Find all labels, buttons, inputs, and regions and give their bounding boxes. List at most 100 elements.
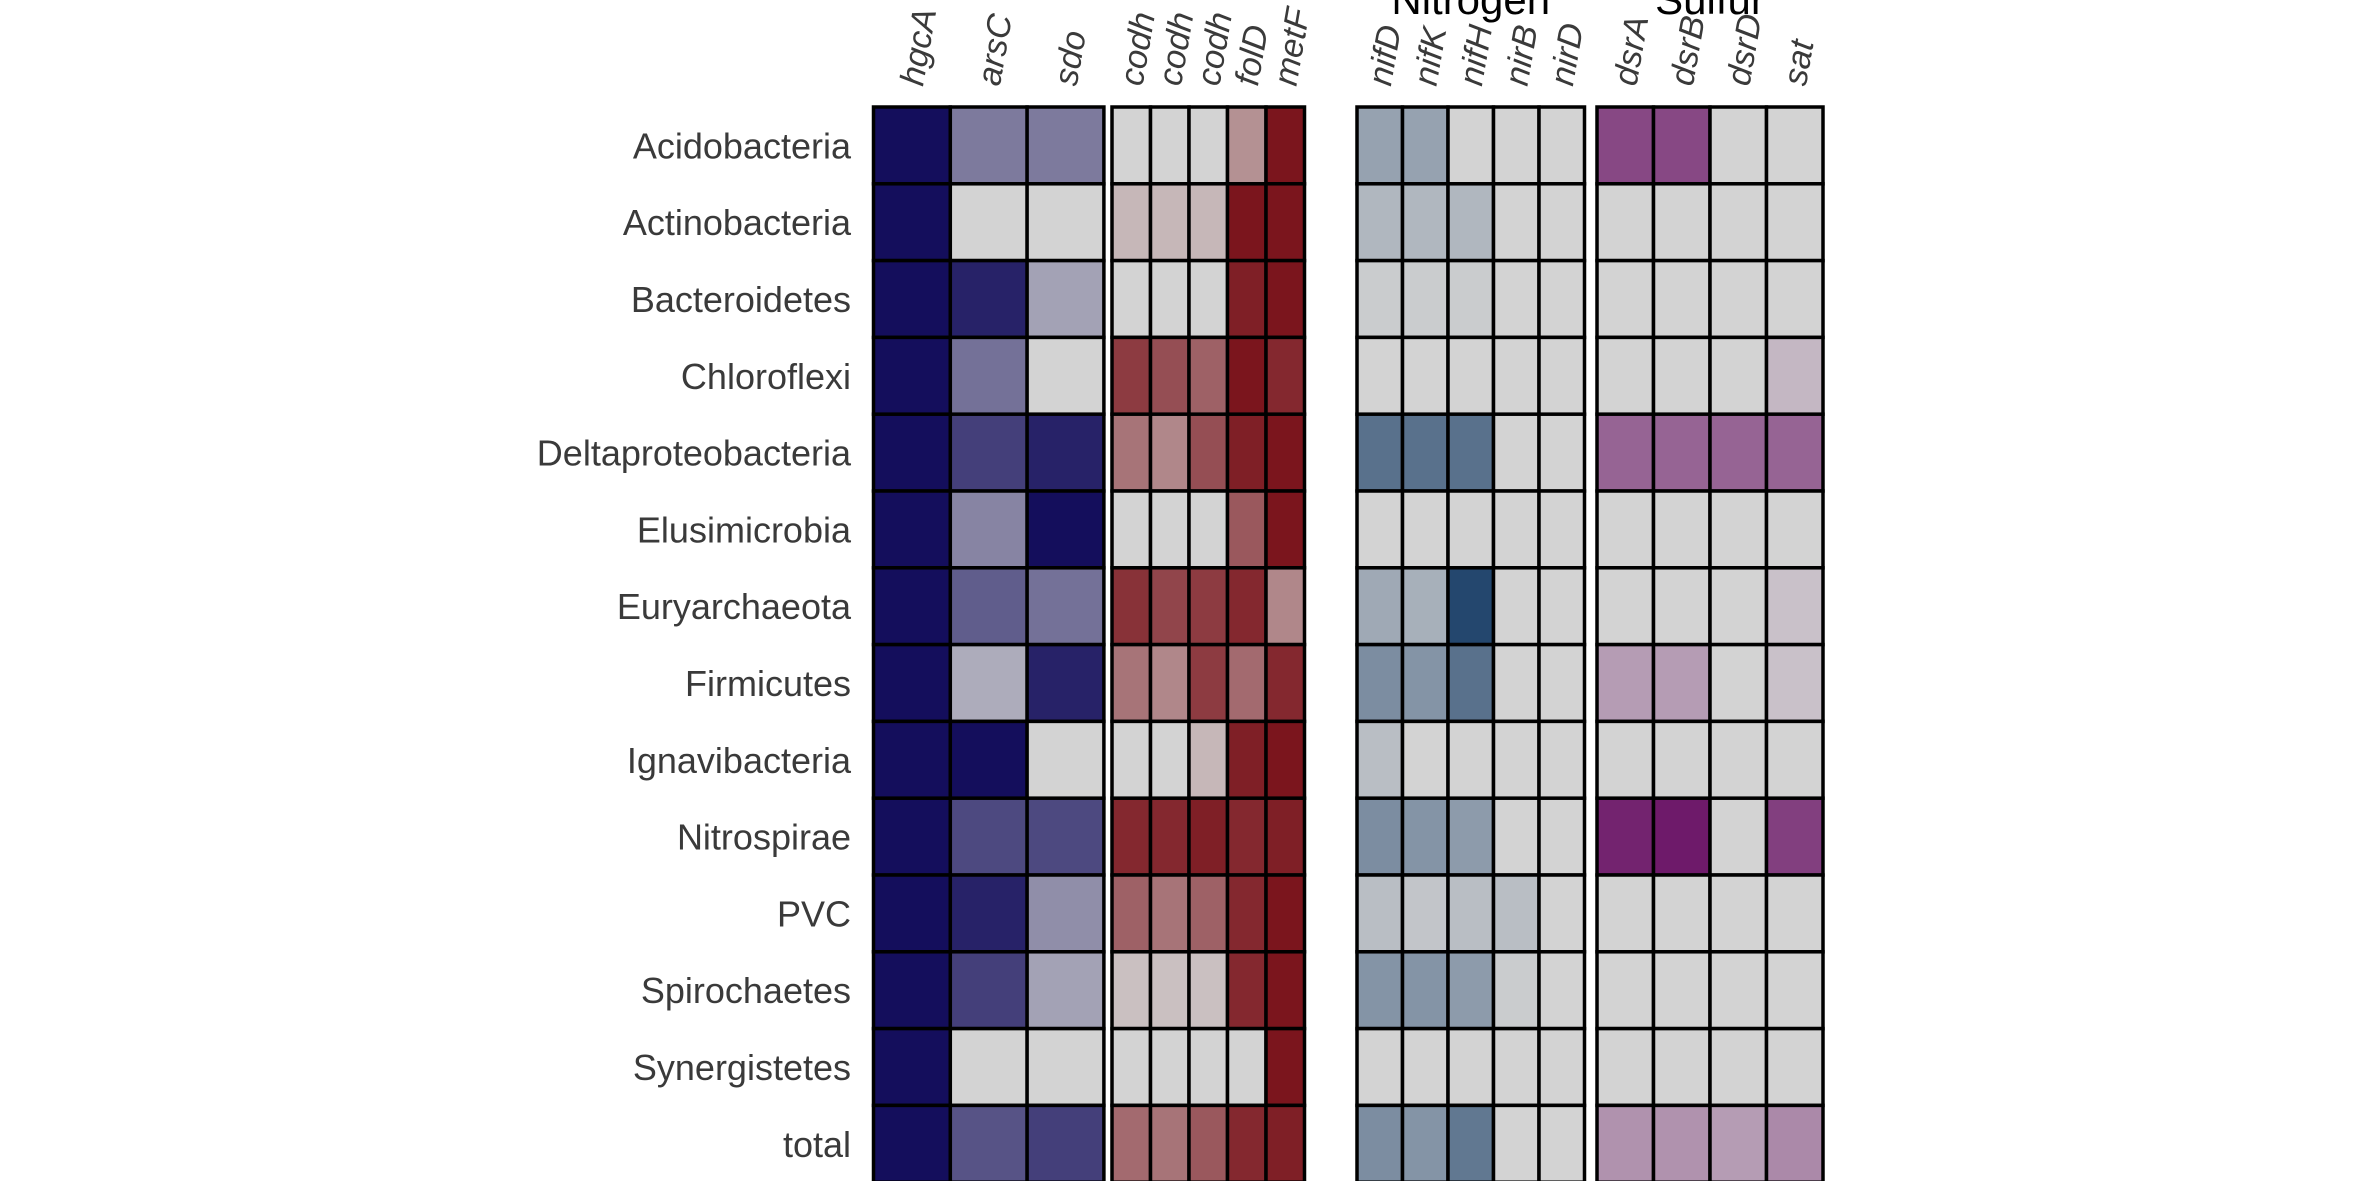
heatmap-cell bbox=[1491, 1103, 1541, 1181]
column-label: arsC bbox=[970, 11, 1020, 89]
heatmap-cell bbox=[1187, 873, 1230, 954]
heatmap-cell bbox=[1400, 335, 1450, 416]
heatmap-cell bbox=[1595, 719, 1656, 800]
heatmap-cell bbox=[871, 566, 953, 647]
row-label: Bacteroidetes bbox=[631, 279, 851, 320]
heatmap-cell bbox=[1187, 258, 1230, 340]
heatmap-cell bbox=[948, 719, 1029, 800]
heatmap-cell bbox=[1355, 489, 1405, 570]
heatmap-cell bbox=[1446, 873, 1496, 954]
heatmap-cell bbox=[1708, 796, 1769, 877]
heatmap-cell bbox=[1446, 489, 1496, 570]
heatmap-cell bbox=[1025, 105, 1106, 186]
heatmap-cell bbox=[1025, 1103, 1106, 1181]
heatmap-cell bbox=[1187, 105, 1230, 186]
heatmap-cell bbox=[1764, 489, 1825, 570]
heatmap-cell bbox=[1225, 258, 1268, 340]
heatmap-cell bbox=[1651, 258, 1712, 340]
heatmap-cell bbox=[1491, 182, 1541, 263]
heatmap-cell bbox=[1400, 796, 1450, 877]
heatmap-cell bbox=[871, 873, 953, 954]
heatmap-cell bbox=[1225, 796, 1268, 877]
heatmap-cell bbox=[1400, 412, 1450, 493]
heatmap-group: dsrAdsrBdsrDsatSulfur bbox=[1595, 0, 1825, 1181]
heatmap-cell bbox=[1537, 105, 1587, 186]
heatmap-cell bbox=[1355, 105, 1405, 186]
heatmap-cell bbox=[1025, 489, 1106, 570]
heatmap-cell bbox=[1187, 412, 1230, 493]
heatmap-cell bbox=[871, 335, 953, 416]
heatmap-cell bbox=[1187, 566, 1230, 647]
column-label: hgcA bbox=[893, 5, 944, 88]
heatmap-cell bbox=[1491, 105, 1541, 186]
heatmap-cell bbox=[1764, 796, 1825, 877]
heatmap-cell bbox=[1764, 873, 1825, 954]
heatmap-cell bbox=[1708, 182, 1769, 263]
heatmap-cell bbox=[1764, 335, 1825, 416]
heatmap-cell bbox=[1651, 796, 1712, 877]
heatmap-cell bbox=[1355, 335, 1405, 416]
heatmap-cell bbox=[1225, 719, 1268, 800]
heatmap-cell bbox=[1400, 950, 1450, 1031]
heatmap-cell bbox=[1651, 566, 1712, 647]
heatmap-cell bbox=[1148, 719, 1191, 800]
heatmap-cell bbox=[1595, 258, 1656, 340]
heatmap-group: nifDnifKnifHnirBnirDNitrogen bbox=[1355, 0, 1591, 1181]
heatmap-cell bbox=[948, 489, 1029, 570]
heatmap-cell bbox=[1264, 950, 1307, 1031]
heatmap-cell bbox=[1225, 412, 1268, 493]
heatmap-cell bbox=[1764, 105, 1825, 186]
heatmap-cell bbox=[1225, 642, 1268, 724]
heatmap-cell bbox=[1187, 719, 1230, 800]
heatmap-cell bbox=[1764, 642, 1825, 724]
heatmap-cell bbox=[1708, 719, 1769, 800]
heatmap-cell bbox=[1446, 258, 1496, 340]
heatmap-cell bbox=[1148, 566, 1191, 647]
heatmap-cell bbox=[1187, 335, 1230, 416]
heatmap-cell bbox=[1264, 719, 1307, 800]
heatmap-cell bbox=[1595, 873, 1656, 954]
heatmap-cell bbox=[1537, 642, 1587, 724]
heatmap-cell bbox=[1651, 489, 1712, 570]
heatmap-cell bbox=[1148, 950, 1191, 1031]
heatmap-cell bbox=[1400, 489, 1450, 570]
heatmap-cell bbox=[1025, 873, 1106, 954]
heatmap-cell bbox=[948, 258, 1029, 340]
heatmap-cell bbox=[1025, 1026, 1106, 1108]
heatmap-cell bbox=[1025, 566, 1106, 647]
heatmap-cell bbox=[1400, 1103, 1450, 1181]
heatmap-cell bbox=[1446, 642, 1496, 724]
heatmap-cell bbox=[1764, 412, 1825, 493]
heatmap-cell bbox=[948, 182, 1029, 263]
heatmap-cell bbox=[1537, 950, 1587, 1031]
heatmap-cell bbox=[1400, 719, 1450, 800]
heatmap-cell bbox=[1595, 642, 1656, 724]
heatmap-cell bbox=[1355, 1026, 1405, 1108]
heatmap-cell bbox=[948, 642, 1029, 724]
heatmap-cell bbox=[1148, 258, 1191, 340]
row-label: Synergistetes bbox=[633, 1047, 851, 1088]
column-label: nirB bbox=[1498, 22, 1546, 88]
heatmap-cell bbox=[1446, 105, 1496, 186]
heatmap-cell bbox=[1110, 182, 1153, 263]
column-label: nifD bbox=[1361, 22, 1409, 88]
heatmap-cell bbox=[1595, 335, 1656, 416]
heatmap-cell bbox=[1187, 489, 1230, 570]
heatmap-cell bbox=[1491, 719, 1541, 800]
row-label: Acidobacteria bbox=[633, 125, 852, 166]
heatmap-cell bbox=[1187, 796, 1230, 877]
heatmap-cell bbox=[1110, 566, 1153, 647]
heatmap-cell bbox=[1264, 489, 1307, 570]
heatmap-cell bbox=[1110, 642, 1153, 724]
heatmap-cell bbox=[1187, 182, 1230, 263]
heatmap-cell bbox=[1595, 1026, 1656, 1108]
column-label: metF bbox=[1267, 3, 1318, 88]
heatmap-cell bbox=[1355, 719, 1405, 800]
heatmap-cell bbox=[1764, 566, 1825, 647]
heatmap-cell bbox=[1491, 1026, 1541, 1108]
heatmap-cell bbox=[948, 796, 1029, 877]
heatmap-cell bbox=[1595, 105, 1656, 186]
heatmap-cell bbox=[1148, 412, 1191, 493]
heatmap-cell bbox=[1491, 566, 1541, 647]
